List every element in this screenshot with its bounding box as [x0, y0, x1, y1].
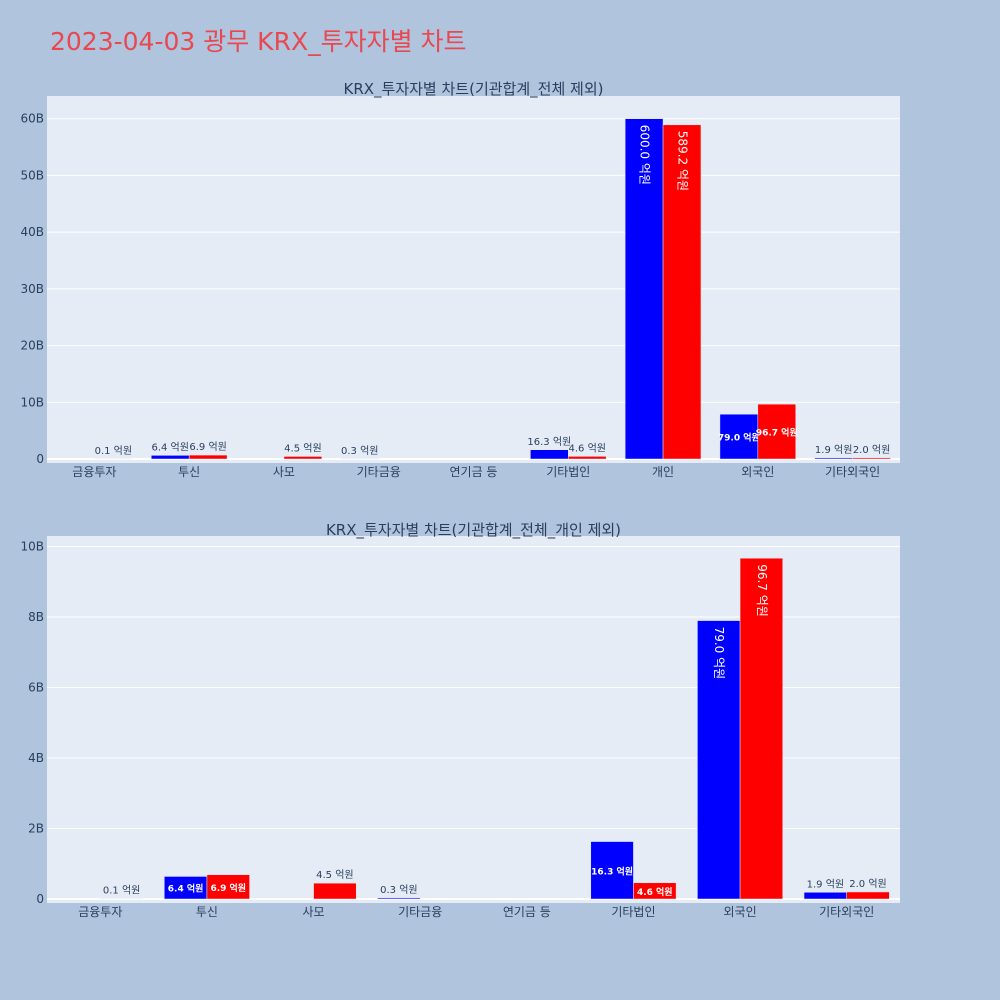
bar [377, 897, 421, 900]
data-label: 79.0 억원 [712, 627, 726, 680]
data-label: 600.0 억원 [638, 125, 652, 185]
x-tick-label: 기타법인 [611, 905, 655, 919]
data-label: 6.4 억원 [151, 441, 188, 453]
bar [530, 449, 569, 460]
bar [803, 892, 847, 900]
data-label: 2.0 억원 [849, 878, 886, 890]
chart-2: KRX_투자자별 차트(기관합계_전체_개인 제외) 0 2B 4B 6B 8B 10B 금융… [20, 521, 900, 919]
data-label: 6.9 억원 [210, 882, 246, 894]
y-tick-label: 20B [20, 339, 44, 353]
data-label: 4.6 억원 [568, 442, 605, 454]
x-tick-label: 사모 [303, 905, 325, 919]
y-tick-label: 30B [20, 282, 44, 296]
data-label: 96.7 억원 [756, 427, 798, 439]
data-label: 6.9 억원 [189, 441, 226, 453]
x-tick-label: 연기금 등 [503, 905, 551, 919]
y-tick-label: 4B [28, 751, 44, 765]
data-label: 16.3 억원 [591, 865, 633, 877]
y-tick-label: 60B [20, 112, 44, 126]
bar [151, 455, 190, 460]
data-label: 4.5 억원 [316, 869, 353, 881]
data-label: 16.3 억원 [527, 436, 571, 448]
x-tick-label: 금융투자 [72, 465, 116, 479]
data-label: 96.7 억원 [755, 564, 769, 617]
x-tick-label: 투신 [196, 905, 218, 919]
bar [188, 454, 228, 460]
bar [814, 457, 853, 460]
data-label: 4.5 억원 [284, 442, 321, 454]
data-label: 589.2 억원 [676, 131, 690, 191]
x-tick-label: 기타외국인 [819, 905, 874, 919]
y-tick-label: 0 [36, 892, 44, 906]
y-tick-label: 2B [28, 822, 44, 836]
x-tick-label: 기타법인 [546, 465, 590, 479]
data-label: 0.3 억원 [380, 884, 417, 896]
chart-title: KRX_투자자별 차트(기관합계_전체 제외) [344, 80, 604, 99]
data-label: 4.6 억원 [637, 886, 673, 898]
data-label: 0.1 억원 [103, 885, 140, 897]
x-tick-label: 외국인 [724, 905, 757, 919]
bar [633, 882, 677, 900]
bar [739, 557, 783, 900]
bar [852, 457, 891, 460]
x-tick-label: 사모 [273, 465, 295, 479]
x-tick-label: 기타금융 [398, 905, 442, 919]
data-label: 0.1 억원 [95, 445, 132, 457]
x-tick-label: 투신 [178, 465, 200, 479]
y-tick-label: 8B [28, 610, 44, 624]
data-label: 1.9 억원 [807, 878, 844, 890]
bar [662, 124, 702, 460]
data-label: 6.4 억원 [168, 883, 204, 895]
chart-1: KRX_투자자별 차트(기관합계_전체 제외) 0 10B 20B 30B 40B 50B 6… [20, 80, 900, 479]
x-tick-label: 연기금 등 [450, 465, 498, 479]
data-label: 1.9 억원 [815, 444, 852, 456]
y-tick-label: 50B [20, 168, 44, 182]
bar [206, 874, 250, 900]
bar [697, 620, 741, 900]
y-tick-label: 0 [36, 452, 44, 466]
data-label: 2.0 억원 [853, 444, 890, 456]
chart-title: KRX_투자자별 차트(기관합계_전체_개인 제외) [326, 521, 621, 540]
y-tick-label: 10B [20, 395, 44, 409]
y-tick-label: 10B [20, 540, 44, 554]
bar [846, 891, 890, 900]
x-tick-label: 금융투자 [78, 905, 122, 919]
bar [568, 456, 607, 460]
data-label: 79.0 억원 [718, 432, 760, 444]
bar [719, 413, 759, 460]
data-label: 0.3 억원 [341, 445, 378, 457]
bar [624, 118, 664, 460]
x-tick-label: 기타금융 [357, 465, 401, 479]
page-title: 2023-04-03 광무 KRX_투자자별 차트 [50, 27, 467, 56]
bar [283, 456, 323, 460]
x-tick-label: 외국인 [741, 465, 774, 479]
x-tick-label: 기타외국인 [825, 465, 880, 479]
bar [590, 841, 634, 900]
bar [313, 882, 357, 900]
x-tick-label: 개인 [652, 465, 674, 479]
y-tick-label: 40B [20, 225, 44, 239]
y-tick-label: 6B [28, 681, 44, 695]
bar [757, 403, 796, 460]
